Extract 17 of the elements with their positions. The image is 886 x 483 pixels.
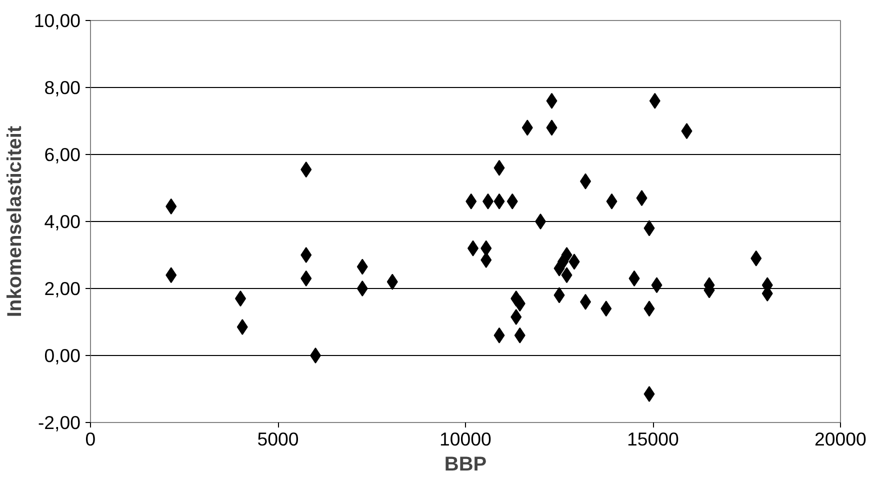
point [561,247,572,263]
y-tick-label: 0,00 [44,345,80,366]
x-tick-label: 5000 [257,428,299,450]
x-tick-label: 10000 [440,428,492,450]
x-tick-label: 20000 [814,428,866,450]
y-tick-label: 2,00 [44,278,80,299]
y-tick-label: -2,00 [38,412,81,433]
x-tick-label: 15000 [627,428,679,450]
y-tick-label: 4,00 [44,211,80,232]
point [300,247,312,263]
y-tick-label: 10,00 [34,10,80,31]
y-axis-title: Inkomenselasticiteit [4,126,26,318]
point [356,280,368,296]
y-tick-label: 8,00 [44,77,80,98]
x-axis-title: BBP [444,454,487,476]
x-tick-label: 0 [85,428,96,450]
y-tick-label: 6,00 [44,144,80,165]
